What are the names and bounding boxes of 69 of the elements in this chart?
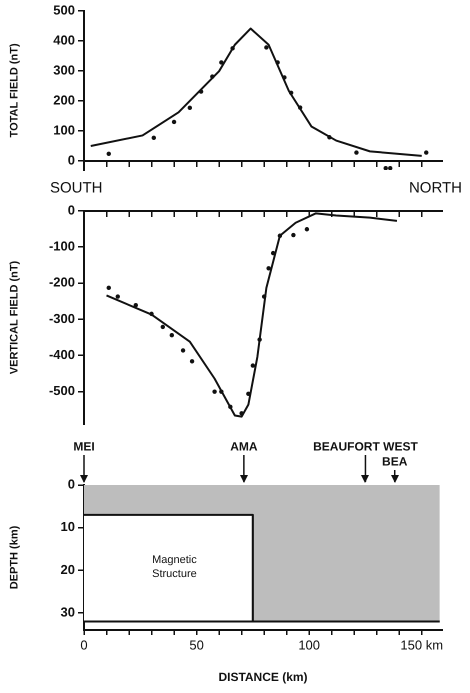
point [149,312,154,316]
x-tick-label: 150 km [400,637,444,652]
point [264,45,269,50]
y-tick-label: 400 [53,32,75,48]
point [262,294,266,299]
y-tick-label: 300 [53,62,75,78]
y-tick-label: 100 [53,122,75,138]
point [134,303,138,308]
x-tick-label: 100 [298,637,320,652]
point [180,348,186,353]
text: SOUTH [50,180,102,197]
y-tick-label: 30 [60,604,75,620]
point [210,74,215,79]
y-tick-label: 10 [60,519,75,534]
point [239,411,244,416]
y-tick-label: -500 [48,383,75,398]
point [327,135,332,140]
ref-line-label: MEI [73,439,95,454]
point [212,389,217,394]
point [288,90,294,96]
point [106,286,111,290]
y-tick-label: -400 [48,347,75,362]
y-tick-label: 500 [53,2,75,18]
point [250,363,256,368]
point [298,105,302,110]
ref-line-label: AMA [230,439,258,454]
point [198,89,204,94]
series-label: Magnetic Structure [152,554,198,580]
ref-line-label: BEAUFORT WEST [313,439,418,454]
y-tick-label: 0 [68,476,75,492]
point [190,359,194,364]
point [160,324,166,330]
y-tick-label: 200 [53,92,75,108]
y-axis-title: DEPTH (km) [8,525,21,590]
point [116,294,120,299]
point [388,166,392,170]
point [304,227,310,232]
y-tick-label: 20 [60,562,75,577]
y-axis-title: VERTICAL FIELD (nT) [8,260,21,374]
point [291,232,296,238]
x-tick-label: 0 [80,637,88,652]
point [270,250,276,256]
x-axis-title: DISTANCE (km) [218,670,308,684]
y-tick-label: 0 [68,202,75,218]
x-tick-label: 50 [189,637,204,652]
point [152,136,156,140]
point [106,152,111,156]
point [219,389,224,394]
point [257,337,262,342]
point [354,150,359,155]
point [188,106,192,110]
point [219,60,224,65]
point [384,166,388,170]
point [172,120,176,124]
point [230,46,235,51]
ref-line-label: BEA [382,454,408,468]
point [266,266,271,271]
point [170,333,174,338]
point [424,150,428,155]
point [278,234,282,238]
point [282,75,287,80]
y-tick-label: 0 [68,152,75,168]
y-axis-title: TOTAL FIELD (nT) [8,43,21,138]
y-tick-label: -300 [48,310,75,326]
y-tick-label: -100 [48,238,75,254]
point [275,60,280,65]
y-tick-label: -200 [48,274,75,290]
point [228,404,233,410]
text: NORTH [408,180,462,197]
